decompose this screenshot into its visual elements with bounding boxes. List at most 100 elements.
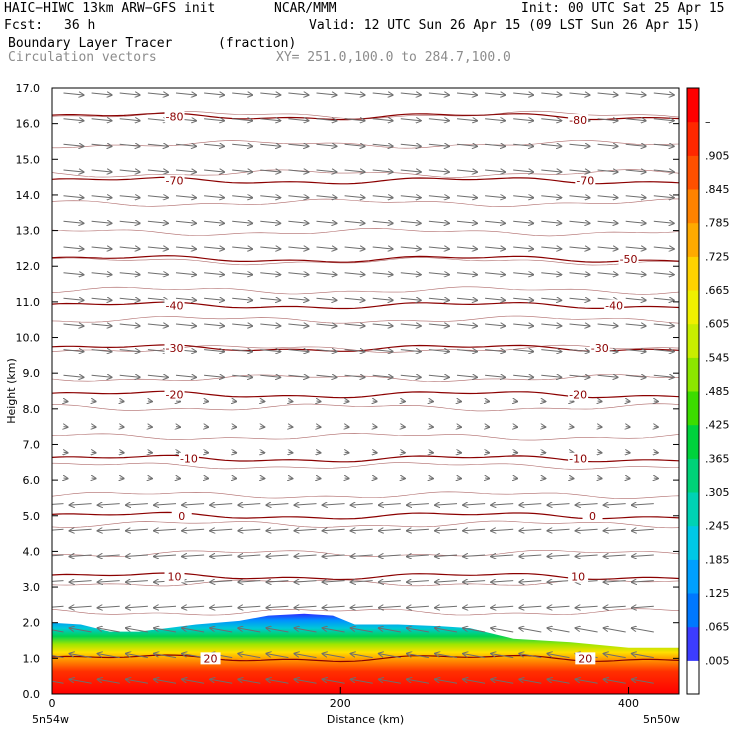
contour-label: -10	[180, 453, 198, 466]
colorbar-swatch	[687, 189, 699, 224]
circulation-vector	[513, 93, 533, 95]
colorbar-label: .005	[705, 654, 730, 667]
circulation-vector	[232, 144, 252, 146]
circulation-vector	[316, 247, 337, 249]
colorbar-swatch	[687, 424, 699, 459]
circulation-vector	[316, 196, 337, 198]
y-tick-label: 14.0	[16, 189, 41, 202]
circulation-vector	[148, 452, 152, 453]
circulation-vector	[210, 679, 233, 684]
circulation-vector	[260, 324, 280, 326]
circulation-vector	[70, 555, 92, 557]
y-tick-label: 15.0	[16, 153, 41, 166]
circulation-vector	[541, 196, 561, 198]
circulation-vector	[428, 170, 449, 172]
circulation-vector	[491, 654, 514, 659]
circulation-vector	[400, 144, 421, 146]
y-tick-label: 11.0	[16, 296, 41, 309]
circulation-vector	[598, 401, 602, 402]
circulation-vector	[491, 606, 514, 608]
circulation-vector	[126, 628, 148, 633]
colorbar-label: .125	[705, 587, 730, 600]
circulation-vector	[604, 628, 626, 633]
contour-label-bg	[178, 452, 199, 465]
circulation-vector	[176, 478, 180, 479]
circulation-vector	[401, 427, 405, 428]
circulation-vector	[598, 478, 602, 479]
circulation-vector	[232, 221, 252, 223]
y-tick-label: 3.0	[23, 581, 41, 594]
circulation-vector	[653, 298, 674, 300]
circulation-vector	[400, 298, 421, 300]
circulation-vector	[232, 170, 252, 172]
circulation-vector	[260, 427, 264, 428]
circulation-vector	[519, 628, 542, 633]
circulation-vector	[435, 581, 458, 583]
circulation-vector	[513, 478, 517, 479]
contour-label: 0	[178, 510, 185, 523]
circulation-vector	[63, 221, 84, 223]
circulation-vector	[597, 273, 618, 275]
circulation-vector	[491, 679, 514, 684]
contour-label: -50	[620, 253, 638, 266]
colorbar-label: .905	[705, 149, 730, 162]
contour-label-bg	[171, 509, 192, 522]
circulation-vector	[632, 529, 654, 531]
circulation-vector	[344, 298, 365, 300]
circulation-vector	[351, 529, 373, 531]
circulation-vector	[653, 93, 674, 95]
circulation-vector	[653, 119, 674, 121]
contour-label: -20	[166, 389, 184, 402]
circulation-vector	[70, 654, 92, 659]
circulation-vector	[570, 401, 574, 402]
circulation-vector	[232, 196, 252, 198]
circulation-vector	[288, 170, 308, 172]
contour-label-bg	[164, 570, 185, 583]
circulation-vector	[316, 119, 337, 121]
colorbar-swatch	[687, 458, 699, 493]
circulation-vector	[91, 273, 112, 275]
circulation-vector	[317, 401, 321, 402]
circulation-vector	[491, 529, 514, 531]
circulation-vector	[597, 170, 618, 172]
circulation-vector	[126, 504, 148, 506]
circulation-vector	[70, 504, 92, 506]
circulation-vector	[407, 606, 429, 608]
circulation-vector	[147, 247, 168, 249]
circulation-vector	[63, 170, 84, 172]
circulation-vector	[91, 221, 112, 223]
circulation-vector	[428, 298, 449, 300]
colorbar-swatch	[687, 155, 699, 190]
circulation-vector	[119, 273, 140, 275]
circulation-vector	[295, 529, 317, 531]
circulation-vector	[379, 581, 401, 583]
circulation-vector	[541, 375, 561, 377]
circulation-vector	[541, 401, 545, 402]
circulation-vector	[485, 375, 505, 377]
circulation-vector	[317, 427, 321, 428]
colorbar-label: .065	[705, 621, 730, 634]
circulation-vector	[548, 555, 570, 557]
circulation-vector	[119, 375, 140, 377]
x-end-label-left: 5n54w	[32, 713, 69, 726]
circulation-vector	[266, 606, 289, 608]
circulation-vector	[260, 119, 280, 121]
circulation-vector	[400, 119, 421, 121]
circulation-vector	[654, 427, 658, 428]
circulation-vector	[541, 298, 561, 300]
circulation-vector	[597, 144, 618, 146]
circulation-vector	[182, 606, 205, 608]
circulation-vector	[598, 452, 602, 453]
colorbar-label: .185	[705, 553, 730, 566]
circulation-vector	[513, 273, 533, 275]
contour-label: -10	[569, 453, 587, 466]
circulation-vector	[126, 529, 148, 531]
circulation-vector	[70, 581, 92, 583]
circulation-vector	[519, 606, 542, 608]
x-tick-label: 200	[330, 697, 351, 710]
contour-label-bg	[164, 174, 185, 187]
contour-label-bg	[164, 110, 185, 123]
circulation-vector	[597, 196, 618, 198]
circulation-vector	[548, 679, 570, 684]
circulation-vector	[175, 298, 196, 300]
